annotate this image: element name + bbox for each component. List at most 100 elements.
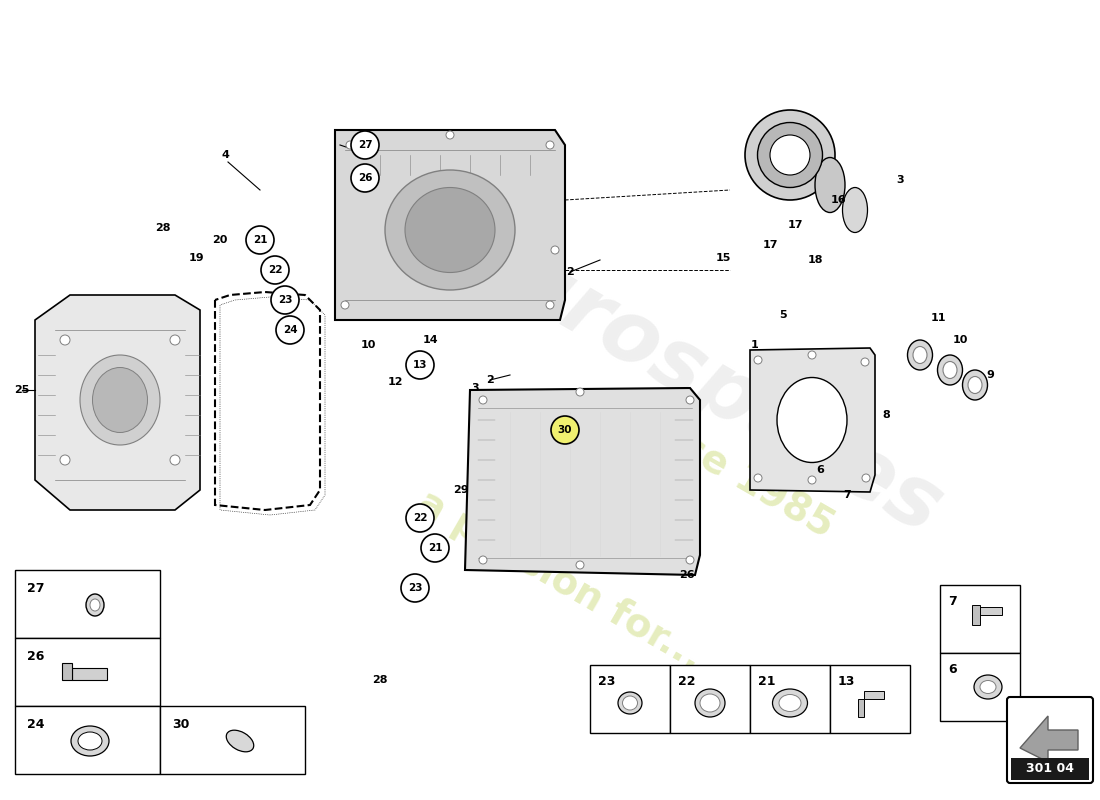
Circle shape xyxy=(246,226,274,254)
Text: 9: 9 xyxy=(986,370,994,380)
Ellipse shape xyxy=(968,377,982,394)
Ellipse shape xyxy=(745,110,835,200)
Ellipse shape xyxy=(227,730,254,752)
Circle shape xyxy=(808,476,816,484)
Text: 24: 24 xyxy=(28,718,44,731)
Text: 23: 23 xyxy=(598,675,615,688)
Circle shape xyxy=(402,574,429,602)
Circle shape xyxy=(446,131,454,139)
Circle shape xyxy=(686,556,694,564)
Text: 1: 1 xyxy=(751,340,759,350)
Circle shape xyxy=(261,256,289,284)
Text: 26: 26 xyxy=(28,650,44,663)
Circle shape xyxy=(546,301,554,309)
Ellipse shape xyxy=(962,370,988,400)
Circle shape xyxy=(686,396,694,404)
Circle shape xyxy=(478,556,487,564)
Circle shape xyxy=(576,388,584,396)
Bar xyxy=(160,706,305,774)
Text: 30: 30 xyxy=(172,718,189,731)
Ellipse shape xyxy=(618,692,642,714)
Text: 25: 25 xyxy=(14,385,30,395)
Ellipse shape xyxy=(974,675,1002,699)
Polygon shape xyxy=(1020,716,1078,762)
Bar xyxy=(940,585,1020,653)
Text: 6: 6 xyxy=(948,663,957,676)
Text: 15: 15 xyxy=(715,253,730,263)
Ellipse shape xyxy=(86,594,104,616)
Text: 13: 13 xyxy=(838,675,856,688)
Text: 4: 4 xyxy=(221,150,229,160)
Bar xyxy=(750,665,830,733)
Bar xyxy=(72,668,107,680)
Circle shape xyxy=(60,455,70,465)
Text: 22: 22 xyxy=(267,265,283,275)
Circle shape xyxy=(754,474,762,482)
Text: a passion for...: a passion for... xyxy=(410,483,710,677)
Ellipse shape xyxy=(770,135,810,175)
Text: 22: 22 xyxy=(412,513,427,523)
Circle shape xyxy=(808,351,816,359)
Text: 10: 10 xyxy=(953,335,968,345)
Text: 29: 29 xyxy=(453,485,469,495)
Text: 5: 5 xyxy=(779,310,786,320)
Text: 30: 30 xyxy=(558,425,572,435)
Bar xyxy=(15,638,159,706)
Ellipse shape xyxy=(695,689,725,717)
Circle shape xyxy=(170,335,180,345)
Text: 6: 6 xyxy=(816,465,824,475)
Text: 13: 13 xyxy=(412,360,427,370)
Bar xyxy=(590,665,670,733)
Ellipse shape xyxy=(700,694,720,712)
Text: 18: 18 xyxy=(807,255,823,265)
Ellipse shape xyxy=(758,122,823,187)
Text: 27: 27 xyxy=(358,140,372,150)
Ellipse shape xyxy=(937,355,962,385)
Ellipse shape xyxy=(908,340,933,370)
Text: 17: 17 xyxy=(788,220,803,230)
Ellipse shape xyxy=(80,355,160,445)
Ellipse shape xyxy=(779,694,801,711)
Text: 22: 22 xyxy=(678,675,695,688)
Polygon shape xyxy=(35,295,200,510)
Circle shape xyxy=(546,141,554,149)
Circle shape xyxy=(861,358,869,366)
Circle shape xyxy=(576,561,584,569)
Text: 20: 20 xyxy=(212,235,228,245)
Text: 24: 24 xyxy=(283,325,297,335)
Bar xyxy=(980,607,1002,615)
Circle shape xyxy=(406,351,434,379)
Text: 3: 3 xyxy=(896,175,904,185)
Circle shape xyxy=(551,246,559,254)
Ellipse shape xyxy=(843,187,868,233)
Text: 21: 21 xyxy=(253,235,267,245)
Ellipse shape xyxy=(777,378,847,462)
Text: 26: 26 xyxy=(679,570,695,580)
Ellipse shape xyxy=(623,696,638,710)
Text: 12: 12 xyxy=(387,377,403,387)
Ellipse shape xyxy=(92,367,147,433)
Ellipse shape xyxy=(943,362,957,378)
Text: 7: 7 xyxy=(843,490,851,500)
Bar xyxy=(864,691,884,699)
Circle shape xyxy=(170,455,180,465)
Circle shape xyxy=(271,286,299,314)
Circle shape xyxy=(346,141,354,149)
Bar xyxy=(670,665,750,733)
Ellipse shape xyxy=(72,726,109,756)
Polygon shape xyxy=(62,663,72,680)
Text: since 1985: since 1985 xyxy=(618,394,842,546)
Circle shape xyxy=(276,316,304,344)
Text: 28: 28 xyxy=(372,675,387,685)
Circle shape xyxy=(60,335,70,345)
Text: 21: 21 xyxy=(758,675,776,688)
Circle shape xyxy=(341,301,349,309)
Text: eurospares: eurospares xyxy=(443,208,957,552)
Text: 21: 21 xyxy=(428,543,442,553)
Polygon shape xyxy=(972,605,980,625)
Ellipse shape xyxy=(772,689,807,717)
Circle shape xyxy=(406,504,434,532)
Ellipse shape xyxy=(385,170,515,290)
Bar xyxy=(15,706,159,774)
Circle shape xyxy=(862,474,870,482)
